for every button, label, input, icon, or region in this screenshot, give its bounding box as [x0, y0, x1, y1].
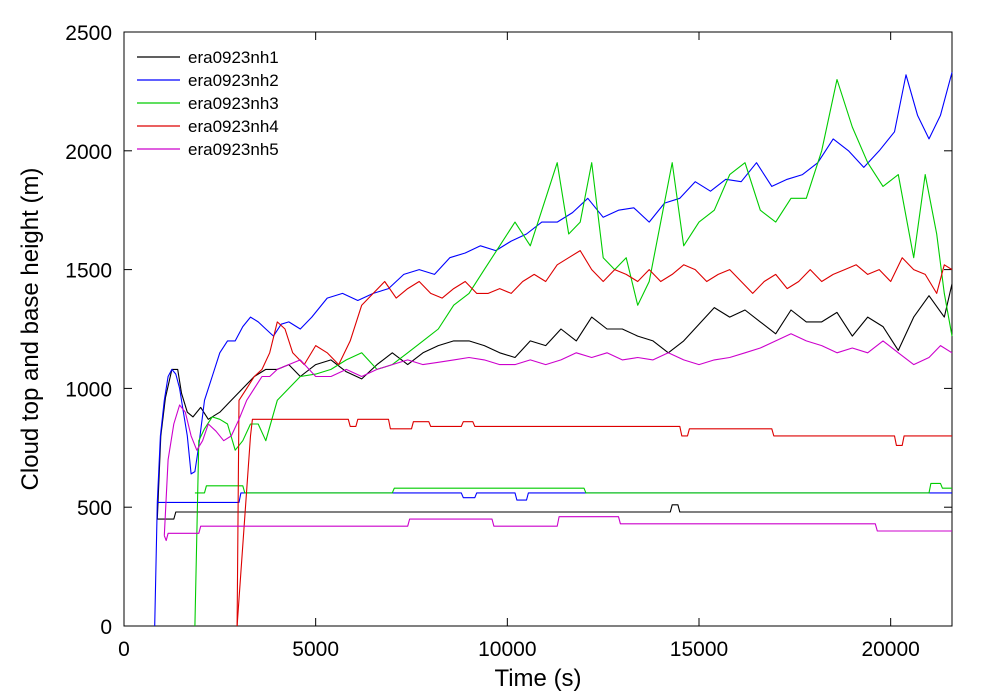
series-era0923nh2-base-line — [157, 492, 952, 503]
series-era0923nh4-base-line — [236, 418, 952, 627]
series-layer — [154, 72, 953, 627]
y-tick-label: 1500 — [65, 260, 112, 283]
series-era0923nh5-top-line — [163, 333, 953, 536]
series-era0923nh5-base-line — [163, 516, 952, 542]
legend-label-era0923nh4: era0923nh4 — [188, 117, 279, 136]
y-tick-label: 2000 — [65, 141, 112, 164]
legend-label-era0923nh1: era0923nh1 — [188, 48, 279, 67]
plot-frame — [123, 31, 953, 627]
y-axis-title: Cloud top and base height (m) — [17, 168, 44, 491]
legend-label-era0923nh2: era0923nh2 — [188, 71, 279, 90]
y-tick-label: 0 — [100, 616, 112, 639]
x-tick-label: 10000 — [478, 638, 536, 661]
x-tick-label: 15000 — [670, 638, 728, 661]
series-era0923nh3-base-line — [194, 482, 952, 494]
y-tick-label: 500 — [77, 497, 112, 520]
y-tick-label: 1000 — [65, 378, 112, 401]
series-era0923nh3-top-line — [194, 78, 953, 627]
series-era0923nh1-top-line — [156, 283, 953, 520]
legend: era0923nh1 era0923nh2 era0923nh3 era0923nh4… — [137, 48, 279, 159]
series-era0923nh2-top-line — [154, 72, 953, 627]
x-tick-label: 5000 — [292, 638, 339, 661]
series-era0923nh1-base-line — [157, 504, 952, 520]
axis-ticks: 0 5000 10000 15000 20000 0 500 1000 1500 2000 2500 — [65, 22, 952, 661]
x-axis-title: Time (s) — [494, 665, 581, 692]
x-tick-label: 0 — [118, 638, 130, 661]
series-era0923nh4-top-line — [236, 250, 953, 627]
legend-label-era0923nh3: era0923nh3 — [188, 94, 279, 113]
y-tick-label: 2500 — [65, 22, 112, 45]
legend-label-era0923nh5: era0923nh5 — [188, 140, 279, 159]
x-tick-label: 20000 — [861, 638, 919, 661]
